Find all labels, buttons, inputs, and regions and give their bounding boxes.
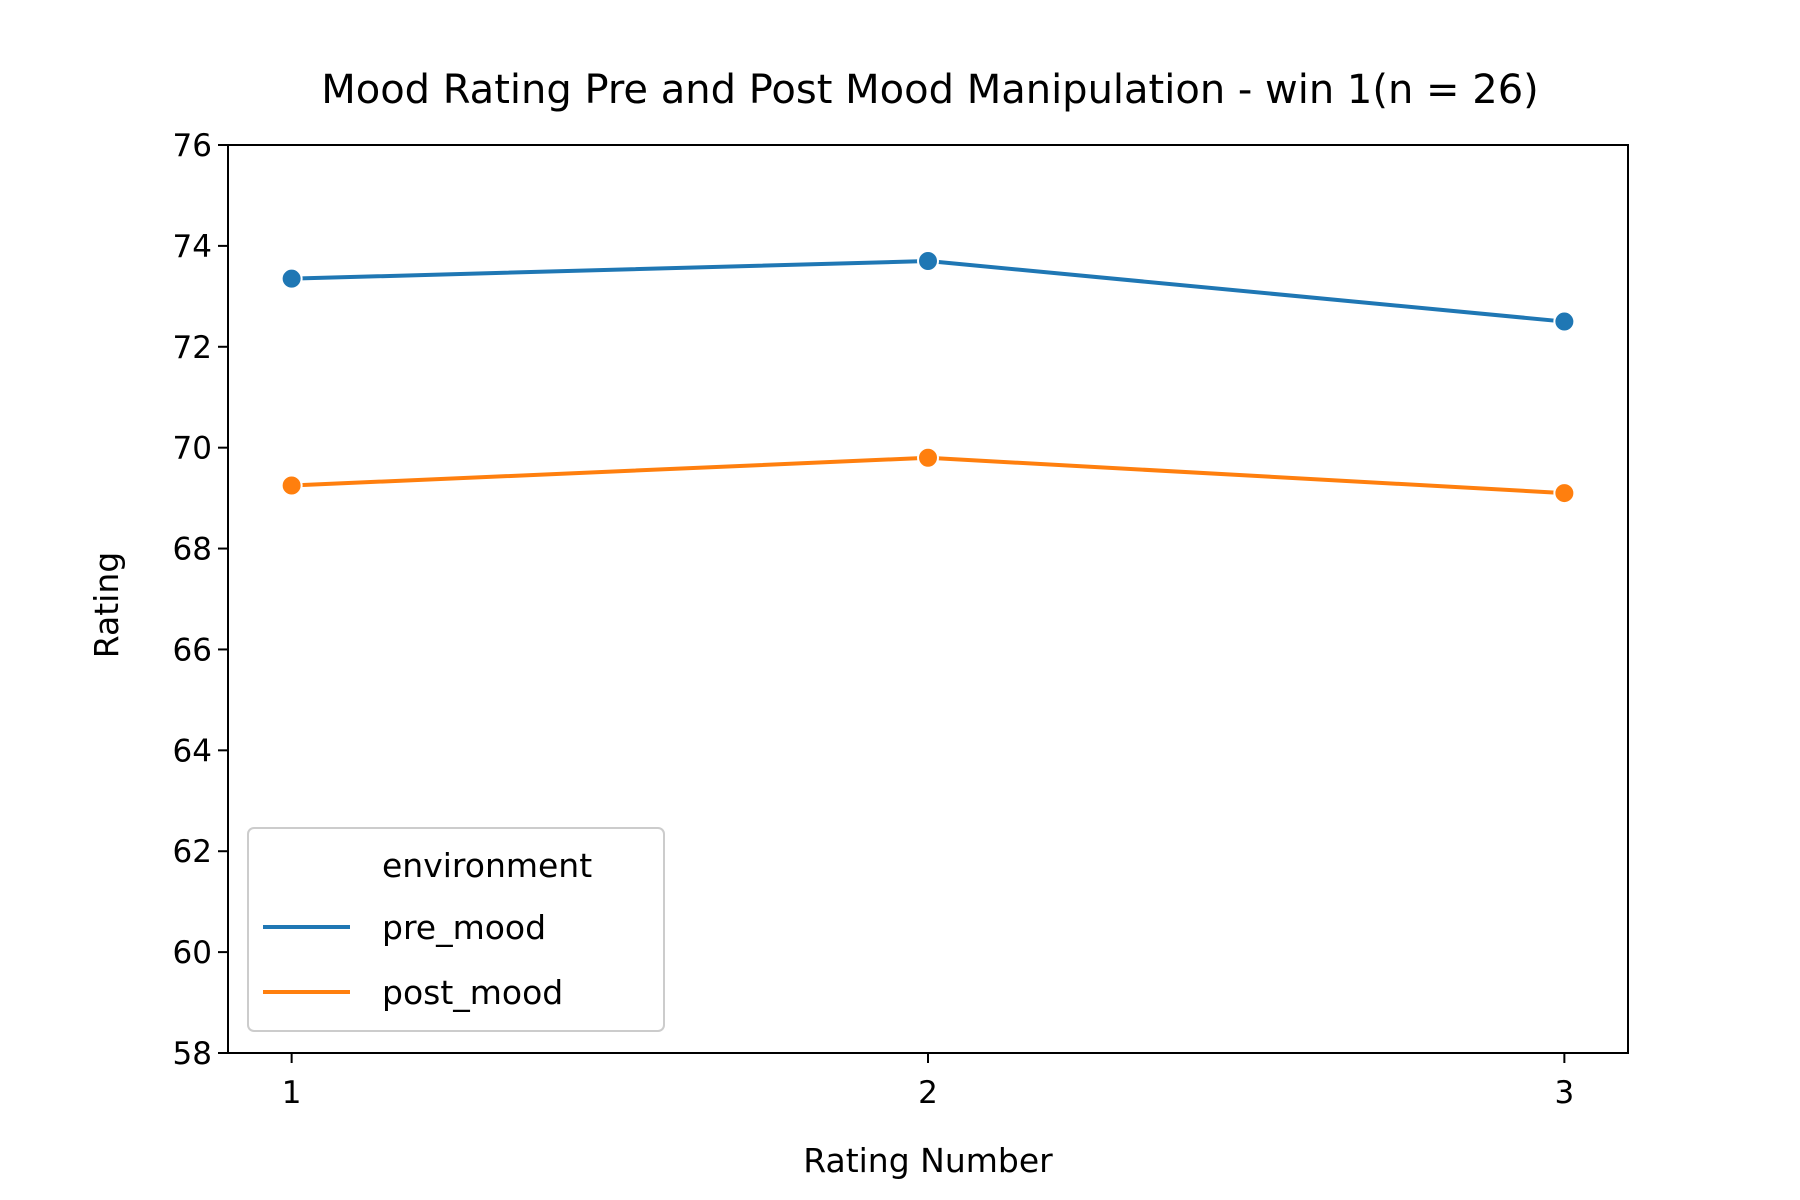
legend-title: environment bbox=[382, 846, 592, 885]
y-tick-label: 62 bbox=[173, 834, 212, 870]
y-tick-label: 58 bbox=[173, 1036, 212, 1072]
y-axis: 58 60 62 64 66 68 70 72 74 76 bbox=[173, 128, 228, 1072]
legend-label-pre-mood: pre_mood bbox=[382, 908, 546, 947]
data-point-post-mood bbox=[1553, 482, 1576, 505]
y-tick-label: 66 bbox=[173, 632, 212, 668]
chart-title: Mood Rating Pre and Post Mood Manipulati… bbox=[321, 67, 1539, 113]
data-point-pre-mood bbox=[1553, 310, 1576, 333]
data-point-pre-mood bbox=[280, 267, 303, 290]
y-tick-label: 64 bbox=[173, 733, 212, 769]
x-tick-label: 2 bbox=[918, 1075, 938, 1111]
y-tick-label: 74 bbox=[173, 229, 212, 265]
y-tick-label: 72 bbox=[173, 330, 212, 366]
y-tick-label: 70 bbox=[173, 431, 212, 467]
x-tick-label: 1 bbox=[282, 1075, 302, 1111]
y-tick-label: 68 bbox=[173, 532, 212, 568]
x-tick-label: 3 bbox=[1554, 1075, 1574, 1111]
data-point-post-mood bbox=[280, 474, 303, 497]
data-point-pre-mood bbox=[917, 250, 939, 273]
y-tick-label: 76 bbox=[173, 128, 212, 164]
legend-label-post-mood: post_mood bbox=[382, 973, 563, 1012]
legend-box bbox=[247, 827, 665, 1032]
y-axis-label: Rating bbox=[87, 552, 126, 658]
x-axis: 1 2 3 bbox=[282, 1053, 1574, 1111]
y-tick-label: 60 bbox=[173, 935, 212, 971]
series-layer bbox=[280, 250, 1576, 505]
x-axis-label: Rating Number bbox=[803, 1141, 1053, 1180]
data-point-post-mood bbox=[917, 446, 939, 469]
legend: environment pre_mood post_mood bbox=[247, 827, 665, 1032]
